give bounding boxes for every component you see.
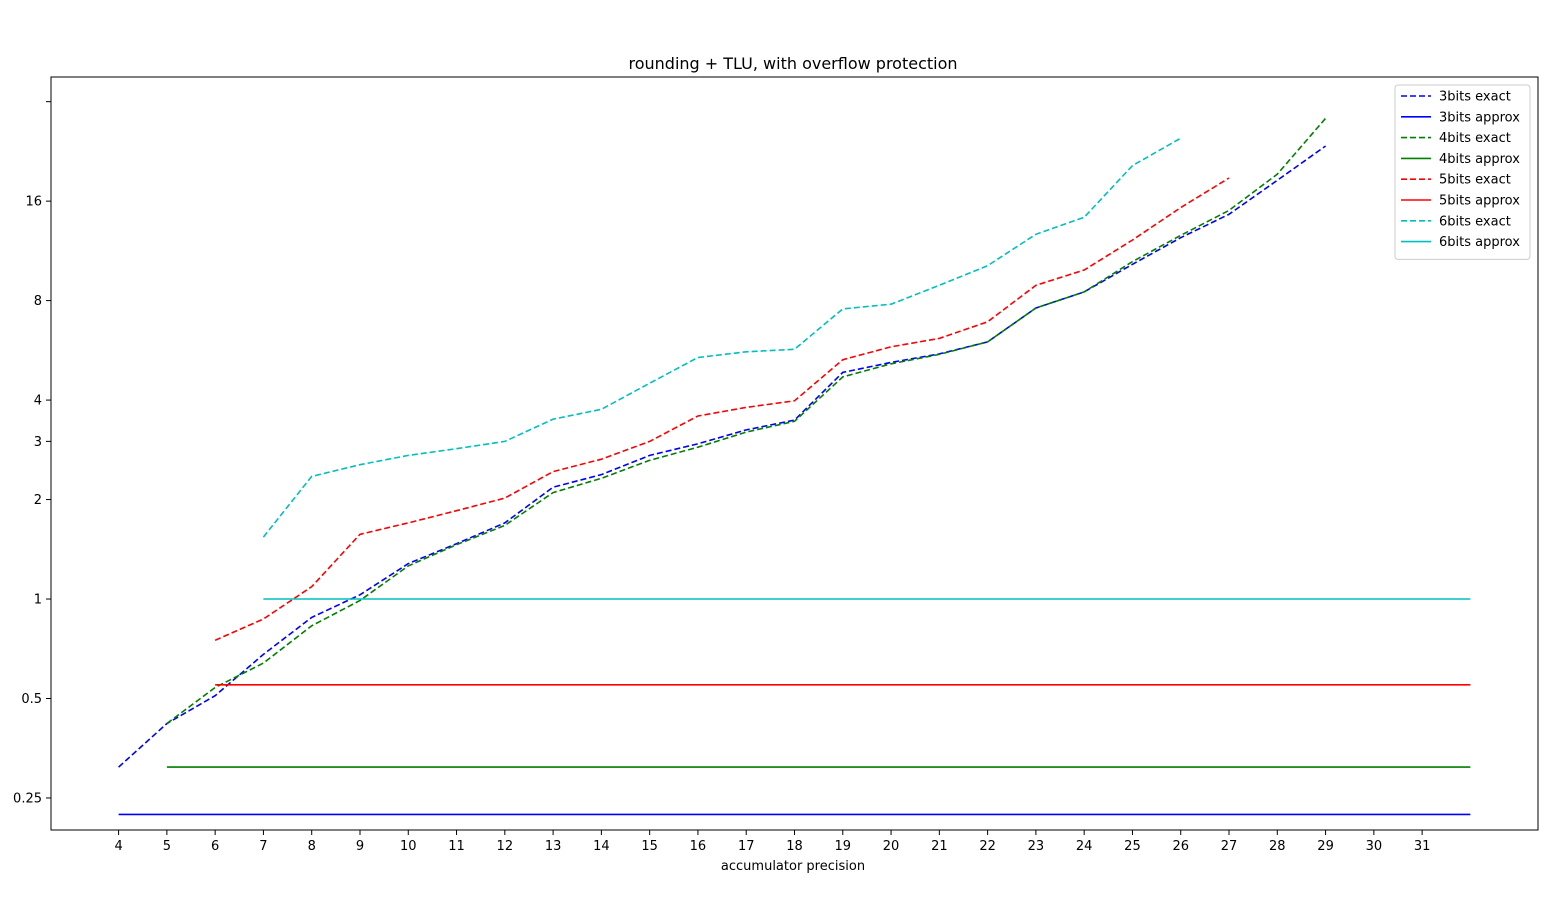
legend-label: 6bits exact xyxy=(1439,214,1511,229)
series-line-4 xyxy=(214,177,1230,642)
y-tick-label: 3 xyxy=(34,435,42,450)
y-axis: 0.25 0.5 1 2 3 4 8 16 xyxy=(13,101,51,806)
x-axis-title: accumulator precision xyxy=(721,859,865,874)
x-tick-label: 18 xyxy=(786,839,803,854)
legend: 3bits exact 3bits approx 4bits exact 4bits … xyxy=(1394,84,1531,260)
series-line-2 xyxy=(166,117,1327,725)
x-tick-label: 12 xyxy=(497,839,514,854)
series-layer xyxy=(118,117,1471,816)
y-tick-label: 4 xyxy=(34,394,42,409)
legend-label: 4bits approx xyxy=(1439,152,1520,167)
x-tick-label: 13 xyxy=(545,839,562,854)
y-tick-label: 16 xyxy=(25,195,42,210)
x-tick-label: 16 xyxy=(690,839,707,854)
x-axis: 4 5 6 7 8 9 10 11 12 13 14 15 16 17 18 19 20 21 22 23 24 25 26… xyxy=(114,830,1430,854)
x-tick-label: 29 xyxy=(1317,839,1334,854)
x-tick-label: 27 xyxy=(1221,839,1238,854)
legend-label: 6bits approx xyxy=(1439,235,1520,250)
legend-label: 3bits exact xyxy=(1439,90,1511,105)
x-tick-label: 14 xyxy=(593,839,610,854)
x-tick-label: 31 xyxy=(1414,839,1431,854)
y-tick-label: 1 xyxy=(34,593,42,608)
x-tick-label: 7 xyxy=(259,839,267,854)
x-tick-label: 19 xyxy=(835,839,852,854)
legend-label: 5bits approx xyxy=(1439,194,1520,209)
x-tick-label: 28 xyxy=(1269,839,1286,854)
chart-title: rounding + TLU, with overflow protection xyxy=(628,54,957,73)
x-tick-label: 22 xyxy=(979,839,996,854)
legend-label: 5bits exact xyxy=(1439,173,1511,188)
legend-box xyxy=(1394,84,1531,260)
y-tick-label: 0.25 xyxy=(13,791,42,806)
y-tick-label: 8 xyxy=(34,294,42,309)
x-tick-label: 24 xyxy=(1076,839,1093,854)
x-tick-label: 10 xyxy=(400,839,417,854)
x-tick-label: 21 xyxy=(931,839,948,854)
x-tick-label: 17 xyxy=(738,839,755,854)
x-tick-label: 6 xyxy=(211,839,219,854)
x-tick-label: 15 xyxy=(641,839,658,854)
x-tick-label: 4 xyxy=(114,839,122,854)
x-tick-label: 26 xyxy=(1172,839,1189,854)
y-tick-label: 0.5 xyxy=(21,692,42,707)
legend-label: 3bits approx xyxy=(1439,110,1520,125)
y-tick-label: 2 xyxy=(34,493,42,508)
x-tick-label: 9 xyxy=(356,839,364,854)
x-tick-label: 25 xyxy=(1124,839,1141,854)
legend-label: 4bits exact xyxy=(1439,131,1511,146)
series-line-6 xyxy=(262,137,1182,538)
x-tick-label: 8 xyxy=(308,839,316,854)
x-tick-label: 20 xyxy=(883,839,900,854)
x-tick-label: 11 xyxy=(448,839,465,854)
x-tick-label: 30 xyxy=(1366,839,1383,854)
x-tick-label: 5 xyxy=(163,839,171,854)
series-line-0 xyxy=(118,145,1327,768)
x-tick-label: 23 xyxy=(1028,839,1045,854)
